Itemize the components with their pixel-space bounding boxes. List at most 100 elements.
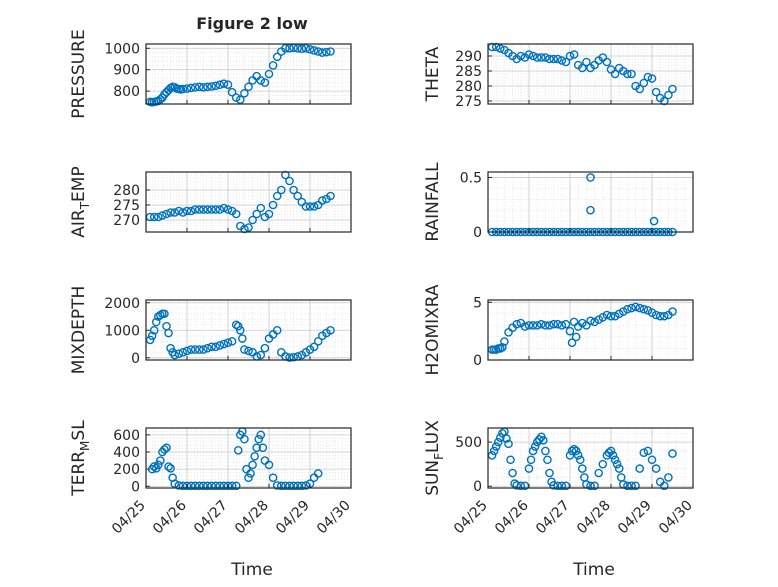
axes-frame — [145, 299, 352, 361]
data-point — [668, 84, 677, 94]
data-point — [612, 459, 622, 469]
data-point — [170, 479, 179, 489]
data-point — [223, 481, 233, 491]
data-point — [553, 54, 563, 64]
y-tick-label: 0 — [473, 353, 482, 369]
subplot-5: 0 1000 2000 MIXDEPTH — [69, 286, 352, 375]
data-point — [549, 319, 558, 329]
data-point — [203, 481, 212, 491]
y-tick-label: 200 — [113, 462, 140, 478]
data-point — [158, 211, 167, 220]
data-point — [508, 468, 517, 478]
data-point — [664, 90, 673, 100]
data-point — [326, 191, 335, 201]
data-point — [215, 80, 225, 90]
data-point — [643, 446, 653, 456]
data-point — [178, 347, 188, 357]
data-point — [651, 464, 661, 473]
data-point — [199, 345, 208, 354]
data-point — [156, 94, 165, 104]
data-point — [272, 52, 282, 62]
data-point — [305, 202, 315, 211]
data-point — [293, 481, 303, 491]
data-point — [164, 328, 173, 338]
data-point — [639, 304, 649, 314]
data-point — [223, 205, 233, 214]
data-point — [178, 84, 188, 94]
data-point — [285, 481, 294, 491]
data-point — [647, 74, 657, 83]
data-point — [526, 455, 536, 465]
axes-frame — [145, 427, 352, 489]
data-point — [254, 434, 264, 444]
data-point — [252, 443, 262, 453]
data-point — [186, 345, 196, 354]
data-point — [207, 82, 216, 91]
data-point — [326, 325, 335, 335]
data-point — [651, 310, 661, 320]
data-point — [561, 57, 571, 67]
y-axis-label-main: THETA — [423, 46, 443, 102]
x-tick-label: 04/25 — [451, 498, 491, 538]
data-point — [272, 325, 282, 335]
y-axis-label: PRESSURE — [69, 29, 89, 118]
x-tick-label: 04/30 — [656, 498, 696, 538]
data-point — [647, 455, 657, 465]
data-point — [545, 54, 554, 64]
y-tick-label: 290 — [455, 49, 482, 65]
data-point — [207, 481, 216, 491]
y-tick-label: 600 — [113, 428, 140, 444]
data-point — [639, 78, 649, 88]
y-axis-label-subscript: M — [78, 441, 92, 451]
data-point — [561, 319, 571, 329]
y-axis-label: MIXDEPTH — [69, 286, 89, 375]
data-point — [567, 338, 577, 347]
data-point — [190, 205, 200, 214]
data-point — [256, 203, 266, 213]
y-axis-label-main: SUN — [423, 460, 443, 496]
data-point — [532, 53, 542, 62]
data-point — [506, 455, 515, 465]
axes-background — [488, 300, 693, 360]
data-point — [573, 451, 583, 460]
data-point — [272, 481, 282, 490]
y-tick-label: 500 — [455, 435, 482, 451]
data-point — [309, 342, 319, 352]
data-point — [543, 455, 552, 465]
data-point — [162, 209, 171, 219]
y-tick-label: 0 — [473, 225, 482, 241]
y-axis-label-main: MIXDEPTH — [69, 286, 89, 375]
data-point — [174, 349, 184, 358]
data-point — [549, 54, 558, 64]
x-tick-label: 04/28 — [232, 498, 272, 538]
data-point — [190, 82, 200, 92]
data-point — [575, 455, 585, 465]
data-point — [156, 310, 165, 320]
data-point — [281, 43, 290, 53]
data-point — [149, 462, 159, 471]
data-point — [549, 481, 558, 490]
data-point — [174, 481, 184, 490]
y-axis-label-tail: EMP — [69, 166, 89, 202]
data-point — [231, 93, 241, 102]
data-point — [215, 341, 225, 350]
data-point — [567, 446, 577, 456]
y-tick-label: 0 — [131, 351, 140, 367]
data-point — [223, 80, 233, 90]
data-point — [313, 336, 323, 346]
axes-frame — [487, 299, 694, 361]
data-point — [627, 481, 636, 491]
data-point — [639, 448, 649, 458]
data-point — [301, 202, 311, 211]
y-axis-label: AIRTEMP — [69, 166, 92, 237]
data-point — [553, 481, 563, 491]
data-point — [244, 82, 253, 92]
data-point — [594, 468, 604, 478]
data-point — [153, 460, 163, 470]
data-point — [491, 442, 501, 451]
y-tick-label: 280 — [455, 79, 482, 95]
data-point — [524, 50, 534, 59]
data-point — [571, 332, 581, 342]
